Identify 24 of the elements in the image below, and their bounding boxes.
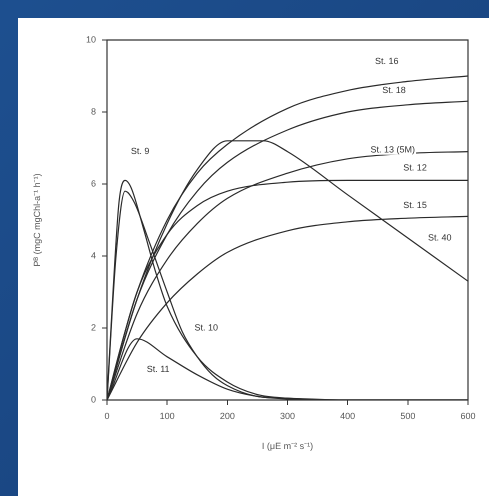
- x-tick-label: 600: [460, 410, 476, 421]
- x-tick-label: 0: [104, 410, 110, 421]
- y-tick-label: 6: [90, 178, 96, 188]
- annotation: St. 10: [194, 322, 218, 332]
- y-tick-label: 4: [90, 250, 96, 260]
- y-axis-title: Pᴮ (mgC mgChl-a⁻¹ h⁻¹): [32, 173, 42, 267]
- annotation: St. 15: [403, 200, 427, 210]
- annotation: St. 16: [375, 56, 399, 66]
- y-tick-label: 2: [90, 322, 96, 332]
- x-tick-label: 100: [160, 410, 175, 421]
- annotation: St. 12: [403, 162, 427, 172]
- x-tick-label: 300: [280, 410, 296, 421]
- y-tick-label: 0: [90, 394, 96, 404]
- x-tick-label: 200: [220, 410, 235, 421]
- y-tick-label: 8: [90, 106, 96, 116]
- x-tick-label: 400: [340, 410, 356, 421]
- annotation: St. 11: [146, 364, 170, 374]
- annotation: St. 40: [428, 232, 452, 242]
- x-axis-title: I (μE m⁻² s⁻¹): [262, 441, 314, 452]
- annotation: St. 13 (5M): [370, 144, 416, 154]
- annotation: St. 18: [382, 84, 406, 95]
- annotation: St. 9: [130, 146, 150, 156]
- y-tick-label: 10: [86, 34, 96, 44]
- x-tick-label: 500: [400, 410, 416, 421]
